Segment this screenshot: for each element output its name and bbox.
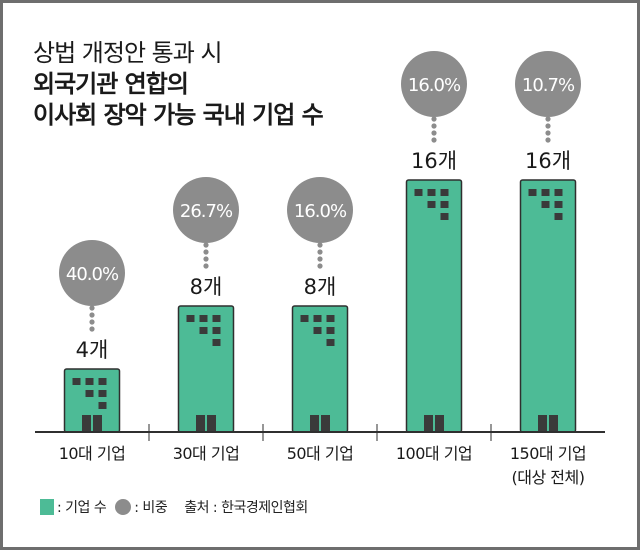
connector-dot	[545, 123, 551, 129]
bar-window	[212, 327, 221, 334]
connector-dot	[431, 116, 437, 122]
bar-window	[326, 315, 335, 322]
bar-window	[528, 189, 537, 196]
bar	[291, 305, 349, 433]
chart-title: 상법 개정안 통과 시 외국기관 연합의 이사회 장악 가능 국내 기업 수	[33, 38, 324, 131]
connector-dot	[203, 242, 209, 248]
count-label: 8개	[304, 275, 337, 299]
bar-window	[186, 315, 195, 322]
bar-window	[554, 213, 563, 220]
connector-dot	[545, 116, 551, 122]
count-label: 16개	[411, 149, 457, 173]
share-label: 40.0%	[66, 264, 119, 285]
count-label: 4개	[76, 338, 109, 362]
bar	[177, 305, 235, 433]
connector-dot	[203, 249, 209, 255]
connector-dot	[89, 326, 95, 332]
bar-door	[82, 415, 91, 432]
x-tick-label: 30대 기업	[173, 444, 240, 463]
connector-dot	[545, 137, 551, 143]
bar-door	[310, 415, 319, 432]
share-label: 16.0%	[294, 201, 347, 222]
bar-window	[313, 315, 322, 322]
bar-door	[321, 415, 330, 432]
bar-door	[538, 415, 547, 432]
bar-door	[207, 415, 216, 432]
connector-dot	[431, 137, 437, 143]
title-line-3: 이사회 장악 가능 국내 기업 수	[33, 101, 324, 129]
bar-window	[199, 327, 208, 334]
bar-window	[212, 339, 221, 346]
bar-door	[424, 415, 433, 432]
share-bubble	[515, 51, 581, 117]
bar-window	[554, 189, 563, 196]
share-label: 26.7%	[180, 201, 233, 222]
bar	[405, 179, 463, 433]
bar-window	[541, 201, 550, 208]
legend-share-swatch	[115, 499, 132, 515]
bar-window	[440, 189, 449, 196]
bar-window	[541, 189, 550, 196]
x-tick-label: 10대 기업	[59, 444, 126, 463]
bar-window	[313, 327, 322, 334]
bar-window	[98, 390, 107, 397]
bar-door	[549, 415, 558, 432]
bar-window	[326, 339, 335, 346]
bar-window	[427, 201, 436, 208]
bar-window	[98, 378, 107, 385]
connector-dot	[203, 256, 209, 262]
source-note: 출처 : 한국경제인협회	[184, 500, 308, 516]
bar-window	[326, 327, 335, 334]
bar-window	[72, 378, 81, 385]
share-bubble	[287, 177, 353, 243]
bar-window	[554, 201, 563, 208]
bar-door	[196, 415, 205, 432]
bar-window	[212, 315, 221, 322]
bar-window	[85, 378, 94, 385]
x-tick-sublabel: (대상 전체)	[512, 468, 585, 487]
connector-dot	[89, 305, 95, 311]
connector-dot	[431, 130, 437, 136]
share-bubble	[173, 177, 239, 243]
legend-count-label: : 기업 수	[57, 500, 107, 516]
legend: : 기업 수 : 비중 출처 : 한국경제인협회	[40, 497, 308, 517]
bar-window	[440, 201, 449, 208]
connector-dot	[89, 312, 95, 318]
title-line-2: 외국기관 연합의	[33, 70, 189, 98]
count-label: 8개	[190, 275, 223, 299]
share-label: 10.7%	[522, 75, 575, 96]
bar-window	[414, 189, 423, 196]
title-line-1: 상법 개정안 통과 시	[33, 39, 223, 67]
connector-dot	[545, 130, 551, 136]
legend-share-label: : 비중	[134, 500, 168, 516]
bar-window	[98, 402, 107, 409]
bar-door	[435, 415, 444, 432]
legend-count-swatch	[40, 499, 54, 515]
connector-dot	[317, 242, 323, 248]
x-tick-label: 100대 기업	[396, 444, 472, 463]
connector-dot	[317, 249, 323, 255]
count-label: 16개	[525, 149, 571, 173]
share-bubble	[401, 51, 467, 117]
bar-window	[300, 315, 309, 322]
x-tick-label: 150대 기업	[510, 444, 586, 463]
bar-window	[440, 213, 449, 220]
share-label: 16.0%	[408, 75, 461, 96]
x-tick-label: 50대 기업	[287, 444, 354, 463]
bar-window	[85, 390, 94, 397]
connector-dot	[431, 123, 437, 129]
bar-window	[427, 189, 436, 196]
bar-door	[93, 415, 102, 432]
connector-dot	[203, 263, 209, 269]
connector-dot	[89, 319, 95, 325]
bar	[519, 179, 577, 433]
share-bubble	[59, 240, 125, 306]
connector-dot	[317, 256, 323, 262]
bar-window	[199, 315, 208, 322]
connector-dot	[317, 263, 323, 269]
